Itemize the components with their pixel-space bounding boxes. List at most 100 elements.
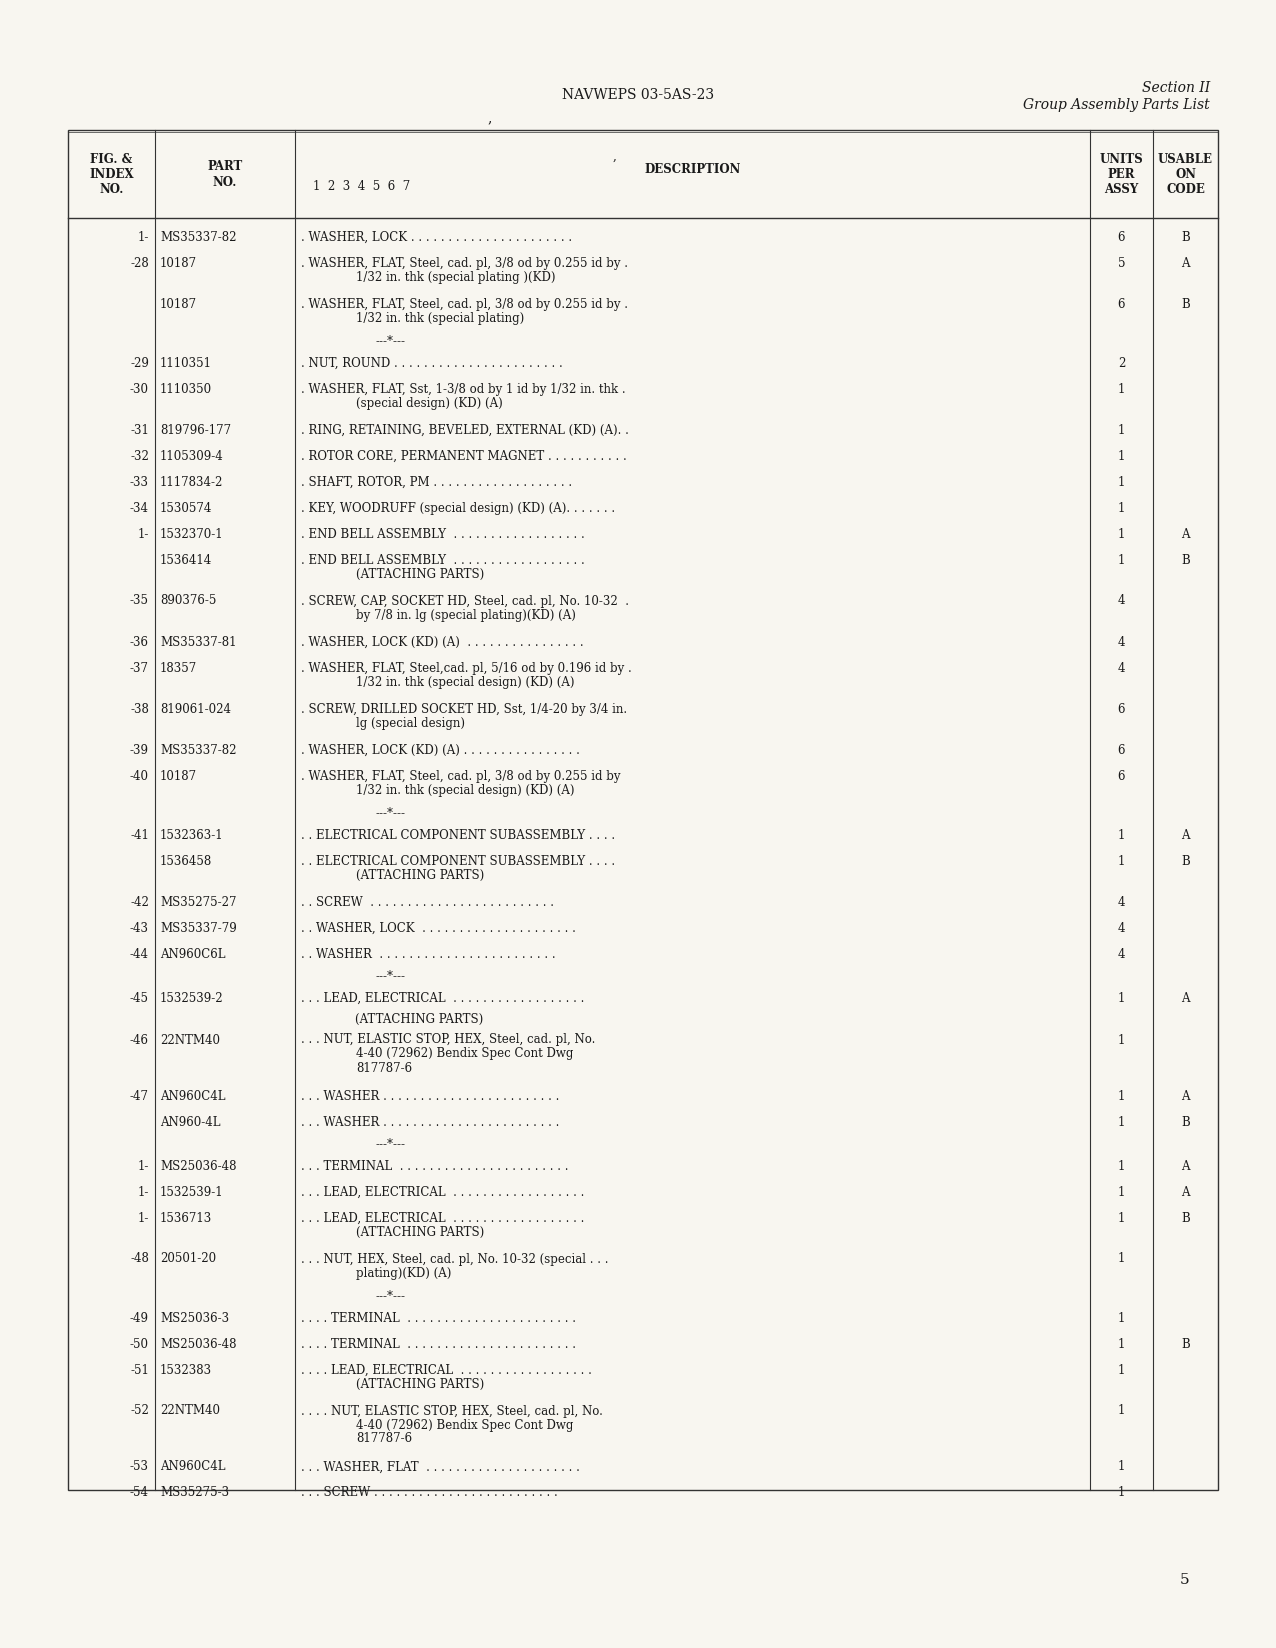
Text: 4: 4 (1118, 636, 1125, 649)
Text: . END BELL ASSEMBLY  . . . . . . . . . . . . . . . . . .: . END BELL ASSEMBLY . . . . . . . . . . … (301, 527, 584, 541)
Text: -34: -34 (130, 501, 149, 514)
Text: 1: 1 (1118, 1211, 1125, 1224)
Text: . . . LEAD, ELECTRICAL  . . . . . . . . . . . . . . . . . .: . . . LEAD, ELECTRICAL . . . . . . . . .… (301, 1185, 584, 1198)
Text: INDEX: INDEX (89, 168, 134, 181)
Text: -38: -38 (130, 702, 149, 715)
Text: NO.: NO. (100, 183, 124, 196)
Text: -35: -35 (130, 595, 149, 608)
Text: 1-: 1- (138, 231, 149, 244)
Text: . SCREW, CAP, SOCKET HD, Steel, cad. pl, No. 10-32  .: . SCREW, CAP, SOCKET HD, Steel, cad. pl,… (301, 595, 629, 608)
Text: 1: 1 (1118, 1460, 1125, 1473)
Text: -32: -32 (130, 450, 149, 463)
Text: 20501-20: 20501-20 (160, 1252, 216, 1266)
Text: -30: -30 (130, 382, 149, 396)
Text: . WASHER, FLAT, Steel, cad. pl, 3/8 od by 0.255 id by .: . WASHER, FLAT, Steel, cad. pl, 3/8 od b… (301, 298, 628, 310)
Text: 2: 2 (1118, 356, 1125, 369)
Text: DESCRIPTION: DESCRIPTION (644, 163, 740, 175)
Text: 10187: 10187 (160, 257, 197, 270)
Text: ,: , (612, 150, 616, 163)
Text: B: B (1182, 1338, 1191, 1350)
Text: -41: -41 (130, 829, 149, 842)
Text: -45: -45 (130, 992, 149, 1005)
Text: 1/32 in. thk (special plating )(KD): 1/32 in. thk (special plating )(KD) (356, 270, 555, 283)
Text: -31: -31 (130, 424, 149, 437)
Text: 4-40 (72962) Bendix Spec Cont Dwg: 4-40 (72962) Bendix Spec Cont Dwg (356, 1048, 573, 1061)
Text: 1: 1 (1118, 1404, 1125, 1417)
Text: 1: 1 (1118, 1486, 1125, 1500)
Text: . RING, RETAINING, BEVELED, EXTERNAL (KD) (A). .: . RING, RETAINING, BEVELED, EXTERNAL (KD… (301, 424, 629, 437)
Text: 4: 4 (1118, 948, 1125, 961)
Text: AN960-4L: AN960-4L (160, 1116, 221, 1129)
Text: NO.: NO. (213, 175, 237, 188)
Text: 1: 1 (1118, 554, 1125, 567)
Text: AN960C4L: AN960C4L (160, 1460, 226, 1473)
Text: 819061-024: 819061-024 (160, 702, 231, 715)
Text: 1-: 1- (138, 1160, 149, 1172)
Text: -52: -52 (130, 1404, 149, 1417)
Text: 1-: 1- (138, 1185, 149, 1198)
Text: AN960C6L: AN960C6L (160, 948, 226, 961)
Text: 1530574: 1530574 (160, 501, 212, 514)
Text: 1: 1 (1118, 424, 1125, 437)
Text: . WASHER, LOCK . . . . . . . . . . . . . . . . . . . . . .: . WASHER, LOCK . . . . . . . . . . . . .… (301, 231, 572, 244)
Text: 1-: 1- (138, 527, 149, 541)
Text: ASSY: ASSY (1104, 183, 1138, 196)
Text: . . . SCREW . . . . . . . . . . . . . . . . . . . . . . . . .: . . . SCREW . . . . . . . . . . . . . . … (301, 1486, 558, 1500)
Text: MS35337-79: MS35337-79 (160, 921, 237, 934)
Text: 1/32 in. thk (special design) (KD) (A): 1/32 in. thk (special design) (KD) (A) (356, 783, 574, 796)
Text: 6: 6 (1118, 702, 1125, 715)
Text: (ATTACHING PARTS): (ATTACHING PARTS) (356, 567, 485, 580)
Text: 1-: 1- (138, 1211, 149, 1224)
Text: Group Assembly Parts List: Group Assembly Parts List (1023, 97, 1210, 112)
Text: 1117834-2: 1117834-2 (160, 476, 223, 488)
Text: 1: 1 (1118, 992, 1125, 1005)
Text: ---*---: ---*--- (375, 1289, 404, 1302)
Text: A: A (1182, 1089, 1189, 1103)
Text: 1536414: 1536414 (160, 554, 212, 567)
Text: . . SCREW  . . . . . . . . . . . . . . . . . . . . . . . . .: . . SCREW . . . . . . . . . . . . . . . … (301, 895, 554, 908)
Text: 1536713: 1536713 (160, 1211, 212, 1224)
Text: UNITS: UNITS (1100, 153, 1143, 165)
Text: 4-40 (72962) Bendix Spec Cont Dwg: 4-40 (72962) Bendix Spec Cont Dwg (356, 1419, 573, 1432)
Text: -44: -44 (130, 948, 149, 961)
Text: . WASHER, FLAT, Steel,cad. pl, 5/16 od by 0.196 id by .: . WASHER, FLAT, Steel,cad. pl, 5/16 od b… (301, 661, 632, 674)
Text: -48: -48 (130, 1252, 149, 1266)
Text: Section II: Section II (1142, 81, 1210, 96)
Text: 4: 4 (1118, 895, 1125, 908)
Text: 817787-6: 817787-6 (356, 1061, 412, 1074)
Text: plating)(KD) (A): plating)(KD) (A) (356, 1267, 452, 1279)
Text: B: B (1182, 298, 1191, 310)
Text: 1: 1 (1118, 1089, 1125, 1103)
Text: . . WASHER  . . . . . . . . . . . . . . . . . . . . . . . .: . . WASHER . . . . . . . . . . . . . . .… (301, 948, 555, 961)
Text: A: A (1182, 527, 1189, 541)
Text: ,: , (487, 110, 493, 125)
Text: 10187: 10187 (160, 298, 197, 310)
Text: A: A (1182, 257, 1189, 270)
Text: . . . WASHER . . . . . . . . . . . . . . . . . . . . . . . .: . . . WASHER . . . . . . . . . . . . . .… (301, 1116, 559, 1129)
Text: 4: 4 (1118, 595, 1125, 608)
Text: lg (special design): lg (special design) (356, 717, 464, 730)
Text: 1: 1 (1118, 501, 1125, 514)
Text: 22NTM40: 22NTM40 (160, 1033, 219, 1046)
Text: . . . NUT, ELASTIC STOP, HEX, Steel, cad. pl, No.: . . . NUT, ELASTIC STOP, HEX, Steel, cad… (301, 1033, 596, 1046)
Text: 1: 1 (1118, 1033, 1125, 1046)
Text: -40: -40 (130, 770, 149, 783)
Text: . ROTOR CORE, PERMANENT MAGNET . . . . . . . . . . .: . ROTOR CORE, PERMANENT MAGNET . . . . .… (301, 450, 627, 463)
Text: . WASHER, FLAT, Steel, cad. pl, 3/8 od by 0.255 id by: . WASHER, FLAT, Steel, cad. pl, 3/8 od b… (301, 770, 620, 783)
Text: PART: PART (208, 160, 242, 173)
Text: B: B (1182, 554, 1191, 567)
Text: 1: 1 (1118, 382, 1125, 396)
Text: . KEY, WOODRUFF (special design) (KD) (A). . . . . . .: . KEY, WOODRUFF (special design) (KD) (A… (301, 501, 615, 514)
Text: A: A (1182, 829, 1189, 842)
Text: MS25036-3: MS25036-3 (160, 1312, 230, 1325)
Text: -46: -46 (130, 1033, 149, 1046)
Text: MS35275-27: MS35275-27 (160, 895, 236, 908)
Text: (ATTACHING PARTS): (ATTACHING PARTS) (355, 1012, 484, 1025)
Text: 4: 4 (1118, 921, 1125, 934)
Text: -39: -39 (130, 743, 149, 756)
Text: -54: -54 (130, 1486, 149, 1500)
Text: -50: -50 (130, 1338, 149, 1350)
Text: 1: 1 (1118, 1252, 1125, 1266)
Text: 817787-6: 817787-6 (356, 1432, 412, 1445)
Text: -36: -36 (130, 636, 149, 649)
